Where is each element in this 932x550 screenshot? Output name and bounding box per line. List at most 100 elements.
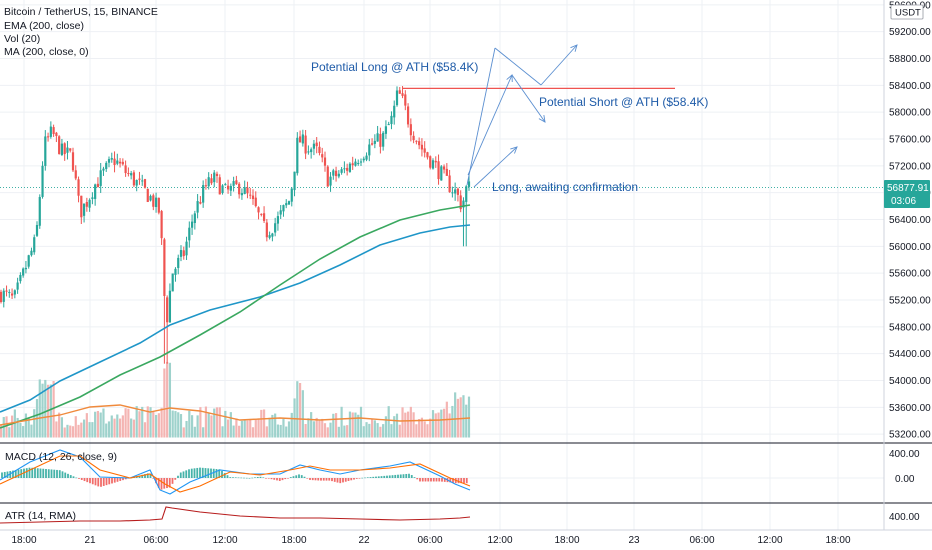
price-tick-label: 54400.00 [889,349,931,360]
candle-body [215,173,219,177]
volume-bar [91,422,94,438]
volume-bar [69,425,72,438]
candle-body [102,168,105,171]
time-tick-label: 06:00 [143,535,168,546]
candle-body [251,195,255,200]
macd-histogram-bar [168,478,171,488]
currency-box[interactable] [890,4,924,20]
macd-histogram-bar [311,478,314,481]
macd-histogram-bar [174,478,177,480]
macd-histogram-bar [42,468,45,478]
macd-histogram-bar [309,478,311,480]
macd-histogram-bar [333,478,336,482]
volume-bar [365,422,368,438]
volume-bar [52,380,55,438]
volume-bar [121,415,124,438]
volume-bar [257,418,260,438]
volume-bar [351,412,354,438]
candle-body [246,187,249,194]
volume-bar [41,383,44,438]
legend-volume[interactable]: Vol (20) [4,33,41,45]
legend-ma[interactable]: MA (200, close, 0) [4,46,89,58]
macd-histogram-bar [358,478,361,479]
volume-bar [362,426,365,438]
volume-bar [304,424,307,438]
macd-histogram-bar [111,478,113,484]
atr-label[interactable]: ATR (14, RMA) [5,510,76,522]
candle-body [351,163,354,166]
macd-histogram-bar [256,476,259,478]
macd-histogram-bar [45,468,47,478]
time-tick-label: 23 [628,535,640,546]
macd-histogram-bar [89,478,91,484]
volume-bar [154,415,158,438]
volume-bar [287,421,291,438]
candle-body [58,136,61,155]
symbol-title[interactable]: Bitcoin / TetherUS, 15, BINANCE [4,6,158,18]
candle-body [418,141,421,146]
candle-body [362,158,365,161]
volume-bar [127,408,130,438]
candle-body [257,207,260,213]
annotation-short-ath[interactable]: Potential Short @ ATH ($58.4K) [539,95,708,109]
candle-body [343,168,346,170]
annotation-long-confirmation[interactable]: Long, awaiting confirmation [492,180,638,194]
macd-histogram-bar [265,478,267,479]
candle-body [107,159,111,163]
macd-histogram-bar [80,478,83,480]
candle-body [91,197,94,199]
macd-histogram-bar [221,470,223,478]
volume-bar [387,406,390,438]
candle-body [459,195,462,210]
candle-body [19,274,22,282]
arrow-segment [473,146,518,188]
candle-body [323,157,327,166]
time-axis-labels[interactable]: 18:00 21 06:00 12:00 18:00 22 06:00 12:00 18:00 2… [11,535,850,546]
price-axis-labels[interactable]: 53200.00 53600.00 54000.00 54400.00 54800.00… [889,0,931,440]
volume-bar [379,426,382,438]
candle-body [204,185,208,187]
annotation-long-ath[interactable]: Potential Long @ ATH ($58.4K) [311,60,478,74]
macd-histogram-bar [386,475,388,478]
projection-arrows[interactable] [466,44,578,188]
volume-bar [276,424,280,438]
volume-bar [221,426,224,438]
legend-ema[interactable]: EMA (200, close) [4,20,84,32]
volume-bar [254,418,257,438]
macd-histogram-bar [366,477,369,478]
volume-bar [232,425,235,438]
volume-bar [282,418,285,438]
macd-histogram-bar [410,475,413,478]
macd-histogram-bar [182,471,185,478]
last-price-badge[interactable] [884,180,930,208]
volume-bar [434,413,437,438]
candle-body [41,165,44,197]
candle-body [190,221,194,228]
arrow-segment [511,74,546,123]
candle-body [163,239,166,296]
macd-label[interactable]: MACD (12, 26, close, 9) [5,451,118,463]
time-tick-label: 18:00 [554,535,579,546]
last-price-value: 56877.91 [887,183,929,194]
candle-body [238,183,241,195]
macd-histogram-bar [416,478,419,480]
volume-bar [426,424,429,438]
arrow-segment [467,74,513,176]
candle-body [71,152,75,171]
macd-histogram-bar [408,473,410,478]
macd-histogram-bar [369,477,372,478]
macd-histogram-bar [432,478,435,482]
candle-body [376,133,379,142]
candle-body [199,201,202,204]
macd-histogram-bar [234,477,237,478]
volume-bar [105,423,108,438]
volume-bar [357,414,360,438]
price-tick-label: 58000.00 [889,108,931,119]
candle-body [113,158,116,165]
volume-bar [359,406,363,438]
macd-histogram-bar [325,478,328,481]
volume-bar [179,414,183,438]
macd-histogram-bar [355,478,358,479]
volume-bar [152,411,155,438]
